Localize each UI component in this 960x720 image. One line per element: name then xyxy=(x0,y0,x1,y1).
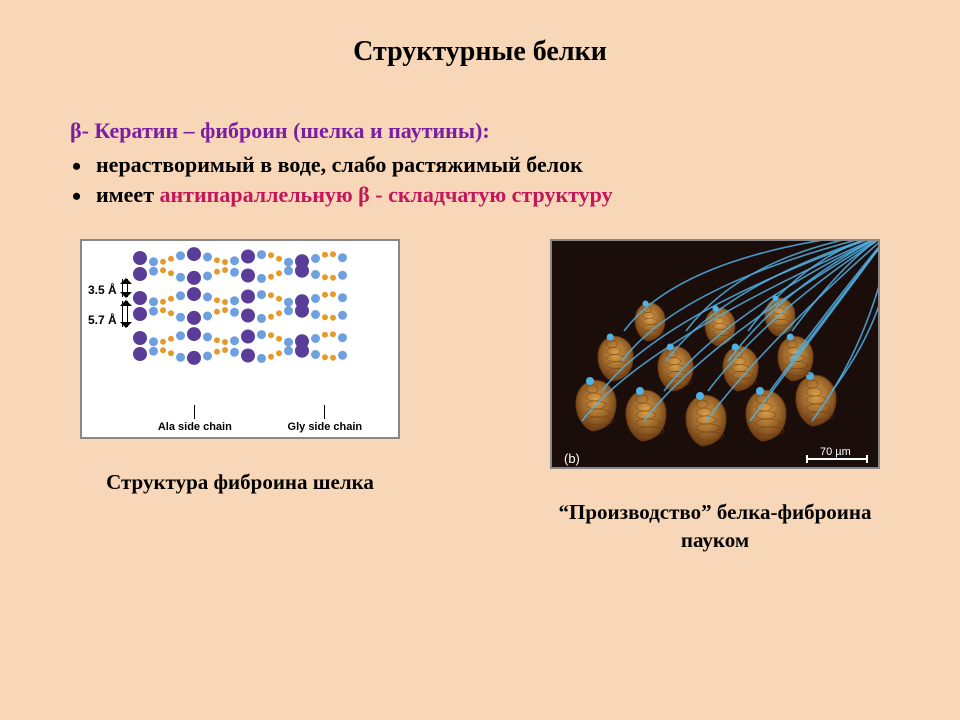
slide: Структурные белки β- Кератин – фиброин (… xyxy=(0,0,960,720)
molecular-chains xyxy=(132,251,390,371)
dimension-label-2: 5.7 Å xyxy=(88,313,117,327)
ala-label: Ala side chain xyxy=(158,421,232,433)
figure-left: 3.5 Å 5.7 Å Ala side chain Gly side chai… xyxy=(80,239,400,496)
gly-label-group: Gly side chain xyxy=(288,405,363,433)
dimension-arrow-2 xyxy=(122,301,128,327)
bullet-2-highlight: антипараллельную β - складчатую структур… xyxy=(160,182,613,207)
fibroin-structure-diagram: 3.5 Å 5.7 Å Ala side chain Gly side chai… xyxy=(80,239,400,439)
figure-left-caption: Структура фиброина шелка xyxy=(106,469,374,496)
ala-label-group: Ala side chain xyxy=(158,405,232,433)
dimension-label-1: 3.5 Å xyxy=(88,283,117,297)
bullet-2-prefix: имеет xyxy=(96,182,160,207)
pointer-icon xyxy=(194,405,195,419)
figure-right: (b) 70 µm “Производство” белка-фиброина п… xyxy=(550,239,880,554)
svg-text:(b): (b) xyxy=(564,451,580,466)
svg-text:70 µm: 70 µm xyxy=(820,446,851,458)
bullet-1-text: нерастворимый в воде, слабо растяжимый б… xyxy=(96,152,583,177)
pointer-icon xyxy=(324,405,325,419)
gly-label: Gly side chain xyxy=(288,421,363,433)
slide-title: Структурные белки xyxy=(70,36,890,68)
caption-line-1: “Производство” белка-фиброина xyxy=(559,500,872,524)
bullet-list: нерастворимый в воде, слабо растяжимый б… xyxy=(70,150,890,209)
dimension-arrow-1 xyxy=(122,279,128,297)
bullet-item-1: нерастворимый в воде, слабо растяжимый б… xyxy=(96,150,890,180)
spinneret-illustration: (b) 70 µm xyxy=(552,241,880,469)
figure-right-caption: “Производство” белка-фиброина пауком xyxy=(559,499,872,554)
subtitle: β- Кератин – фиброин (шелка и паутины): xyxy=(70,118,890,144)
figures-row: 3.5 Å 5.7 Å Ala side chain Gly side chai… xyxy=(70,239,890,554)
spider-spinneret-image: (b) 70 µm xyxy=(550,239,880,469)
bottom-labels: Ala side chain Gly side chain xyxy=(130,405,390,433)
bullet-item-2: имеет антипараллельную β - складчатую ст… xyxy=(96,180,890,210)
caption-line-2: пауком xyxy=(681,528,749,552)
